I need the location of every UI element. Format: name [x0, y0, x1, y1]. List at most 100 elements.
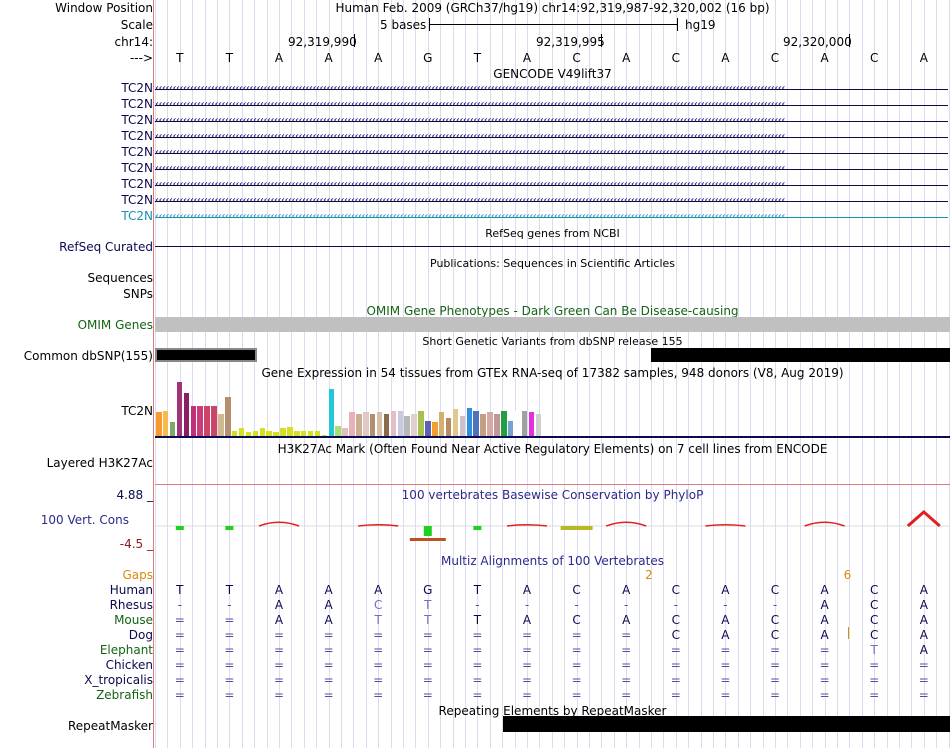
species-label[interactable]: Zebrafish	[96, 688, 153, 702]
gencode-transcript-feature[interactable]: ‹‹‹‹‹‹‹‹‹‹‹‹‹‹‹‹‹‹‹‹‹‹‹‹‹‹‹‹‹‹‹‹‹‹‹‹‹‹‹‹…	[155, 148, 948, 158]
gtex-bar[interactable]	[162, 411, 169, 436]
gtex-bar[interactable]	[411, 414, 417, 436]
gtex-bar[interactable]	[280, 428, 286, 436]
species-label[interactable]: Rhesus	[109, 598, 153, 612]
gtex-bar[interactable]	[273, 432, 279, 436]
omim-feature[interactable]	[155, 317, 950, 332]
gtex-bar[interactable]	[287, 427, 293, 436]
dbsnp-feature[interactable]	[155, 348, 257, 362]
gtex-bar[interactable]	[342, 428, 348, 436]
gtex-bar[interactable]	[321, 435, 328, 436]
gtex-bar[interactable]	[238, 428, 245, 436]
gtex-bar[interactable]	[190, 406, 197, 436]
gtex-bar[interactable]	[300, 431, 307, 436]
gtex-bar[interactable]	[363, 412, 369, 436]
gencode-transcript-feature[interactable]: ‹‹‹‹‹‹‹‹‹‹‹‹‹‹‹‹‹‹‹‹‹‹‹‹‹‹‹‹‹‹‹‹‹‹‹‹‹‹‹‹…	[155, 84, 948, 94]
gencode-transcript-feature[interactable]: ‹‹‹‹‹‹‹‹‹‹‹‹‹‹‹‹‹‹‹‹‹‹‹‹‹‹‹‹‹‹‹‹‹‹‹‹‹‹‹‹…	[155, 100, 948, 110]
gtex-bar-chart[interactable]	[156, 379, 542, 436]
gtex-bar[interactable]	[307, 431, 314, 436]
gtex-bar[interactable]	[225, 397, 231, 436]
gtex-bar[interactable]	[218, 414, 224, 436]
gtex-bar[interactable]	[383, 414, 390, 436]
gtex-bar[interactable]	[397, 411, 404, 436]
gtex-bar[interactable]	[259, 428, 266, 436]
omim-track-label[interactable]: OMIM Genes	[77, 318, 153, 332]
gtex-bar[interactable]	[335, 426, 341, 436]
gencode-transcript-feature[interactable]: ‹‹‹‹‹‹‹‹‹‹‹‹‹‹‹‹‹‹‹‹‹‹‹‹‹‹‹‹‹‹‹‹‹‹‹‹‹‹‹‹…	[155, 116, 948, 126]
gencode-transcript-feature[interactable]: ‹‹‹‹‹‹‹‹‹‹‹‹‹‹‹‹‹‹‹‹‹‹‹‹‹‹‹‹‹‹‹‹‹‹‹‹‹‹‹‹…	[155, 132, 948, 142]
gencode-transcript-label[interactable]: TC2N	[121, 113, 153, 127]
gtex-bar[interactable]	[369, 414, 376, 436]
gtex-bar[interactable]	[404, 416, 410, 436]
gencode-transcript-label[interactable]: TC2N	[121, 193, 153, 207]
gencode-transcript-label[interactable]: TC2N	[121, 81, 153, 95]
gtex-bar[interactable]	[169, 422, 176, 436]
species-label[interactable]: Chicken	[105, 658, 153, 672]
species-label[interactable]: Dog	[128, 628, 153, 642]
gencode-transcript-feature[interactable]: ‹‹‹‹‹‹‹‹‹‹‹‹‹‹‹‹‹‹‹‹‹‹‹‹‹‹‹‹‹‹‹‹‹‹‹‹‹‹‹‹…	[155, 196, 948, 206]
gtex-bar[interactable]	[211, 406, 217, 436]
gtex-bar[interactable]	[445, 418, 452, 436]
gencode-transcript-feature[interactable]: ‹‹‹‹‹‹‹‹‹‹‹‹‹‹‹‹‹‹‹‹‹‹‹‹‹‹‹‹‹‹‹‹‹‹‹‹‹‹‹‹…	[155, 212, 948, 222]
gtex-bar[interactable]	[294, 431, 300, 436]
gtex-bar[interactable]	[514, 411, 521, 436]
gtex-bar[interactable]	[252, 431, 259, 436]
gtex-bar[interactable]	[418, 411, 424, 436]
gencode-transcript-label[interactable]: TC2N	[121, 209, 153, 223]
gtex-bar[interactable]	[245, 432, 252, 436]
dbsnp-feature[interactable]	[651, 348, 950, 362]
gtex-bar[interactable]	[356, 414, 362, 436]
gtex-bar[interactable]	[507, 421, 514, 436]
snps-track-label[interactable]: SNPs	[123, 287, 153, 301]
gtex-bar[interactable]	[231, 431, 238, 436]
species-label[interactable]: Human	[109, 583, 153, 597]
gtex-bar[interactable]	[197, 406, 203, 436]
gtex-bar[interactable]	[501, 411, 507, 436]
h3k27ac-track-label[interactable]: Layered H3K27Ac	[46, 456, 153, 470]
grid-line	[440, 0, 442, 748]
gencode-transcript-feature[interactable]: ‹‹‹‹‹‹‹‹‹‹‹‹‹‹‹‹‹‹‹‹‹‹‹‹‹‹‹‹‹‹‹‹‹‹‹‹‹‹‹‹…	[155, 180, 948, 190]
gtex-bar[interactable]	[473, 411, 479, 436]
gtex-bar[interactable]	[432, 422, 438, 436]
gtex-bar[interactable]	[425, 421, 431, 436]
gtex-bar[interactable]	[487, 412, 493, 436]
publications-track-label[interactable]: Sequences	[87, 271, 153, 285]
gencode-transcript-label[interactable]: TC2N	[121, 161, 153, 175]
gtex-bar[interactable]	[390, 411, 397, 436]
gencode-transcript-label[interactable]: TC2N	[121, 129, 153, 143]
gtex-bar[interactable]	[183, 393, 190, 436]
repeatmasker-feature[interactable]	[503, 716, 950, 732]
gtex-bar[interactable]	[466, 408, 473, 436]
gtex-bar[interactable]	[535, 414, 542, 436]
grid-line	[750, 0, 752, 748]
species-label[interactable]: Mouse	[114, 613, 153, 627]
gtex-track-label[interactable]: TC2N	[121, 404, 153, 418]
gtex-bar[interactable]	[376, 412, 383, 436]
species-label[interactable]: Elephant	[99, 643, 153, 657]
gtex-bar[interactable]	[480, 414, 486, 436]
gtex-bar[interactable]	[349, 412, 355, 436]
gencode-transcript-label[interactable]: TC2N	[121, 145, 153, 159]
gtex-bar[interactable]	[176, 382, 183, 436]
gtex-bar[interactable]	[204, 406, 210, 436]
gtex-bar[interactable]	[438, 412, 445, 436]
phylop-plot[interactable]	[155, 505, 950, 545]
phylop-track-label[interactable]: 100 Vert. Cons	[40, 513, 129, 527]
gtex-bar[interactable]	[156, 412, 162, 436]
gencode-transcript-feature[interactable]: ‹‹‹‹‹‹‹‹‹‹‹‹‹‹‹‹‹‹‹‹‹‹‹‹‹‹‹‹‹‹‹‹‹‹‹‹‹‹‹‹…	[155, 164, 948, 174]
dbsnp-track-label[interactable]: Common dbSNP(155)	[23, 349, 153, 363]
gencode-transcript-label[interactable]: TC2N	[121, 177, 153, 191]
gtex-bar[interactable]	[314, 431, 321, 436]
gtex-bar[interactable]	[494, 414, 500, 436]
gtex-bar[interactable]	[459, 416, 466, 436]
gencode-transcript-label[interactable]: TC2N	[121, 97, 153, 111]
gtex-bar[interactable]	[452, 409, 459, 436]
refseq-track-label[interactable]: RefSeq Curated	[59, 240, 153, 254]
gtex-bar[interactable]	[528, 412, 535, 436]
gtex-bar[interactable]	[266, 431, 272, 436]
gtex-bar[interactable]	[328, 389, 335, 436]
repeatmasker-track-label[interactable]: RepeatMasker	[67, 719, 153, 733]
refseq-feature[interactable]	[155, 246, 950, 247]
gtex-bar[interactable]	[521, 411, 528, 436]
species-label[interactable]: X_tropicalis	[84, 673, 153, 687]
